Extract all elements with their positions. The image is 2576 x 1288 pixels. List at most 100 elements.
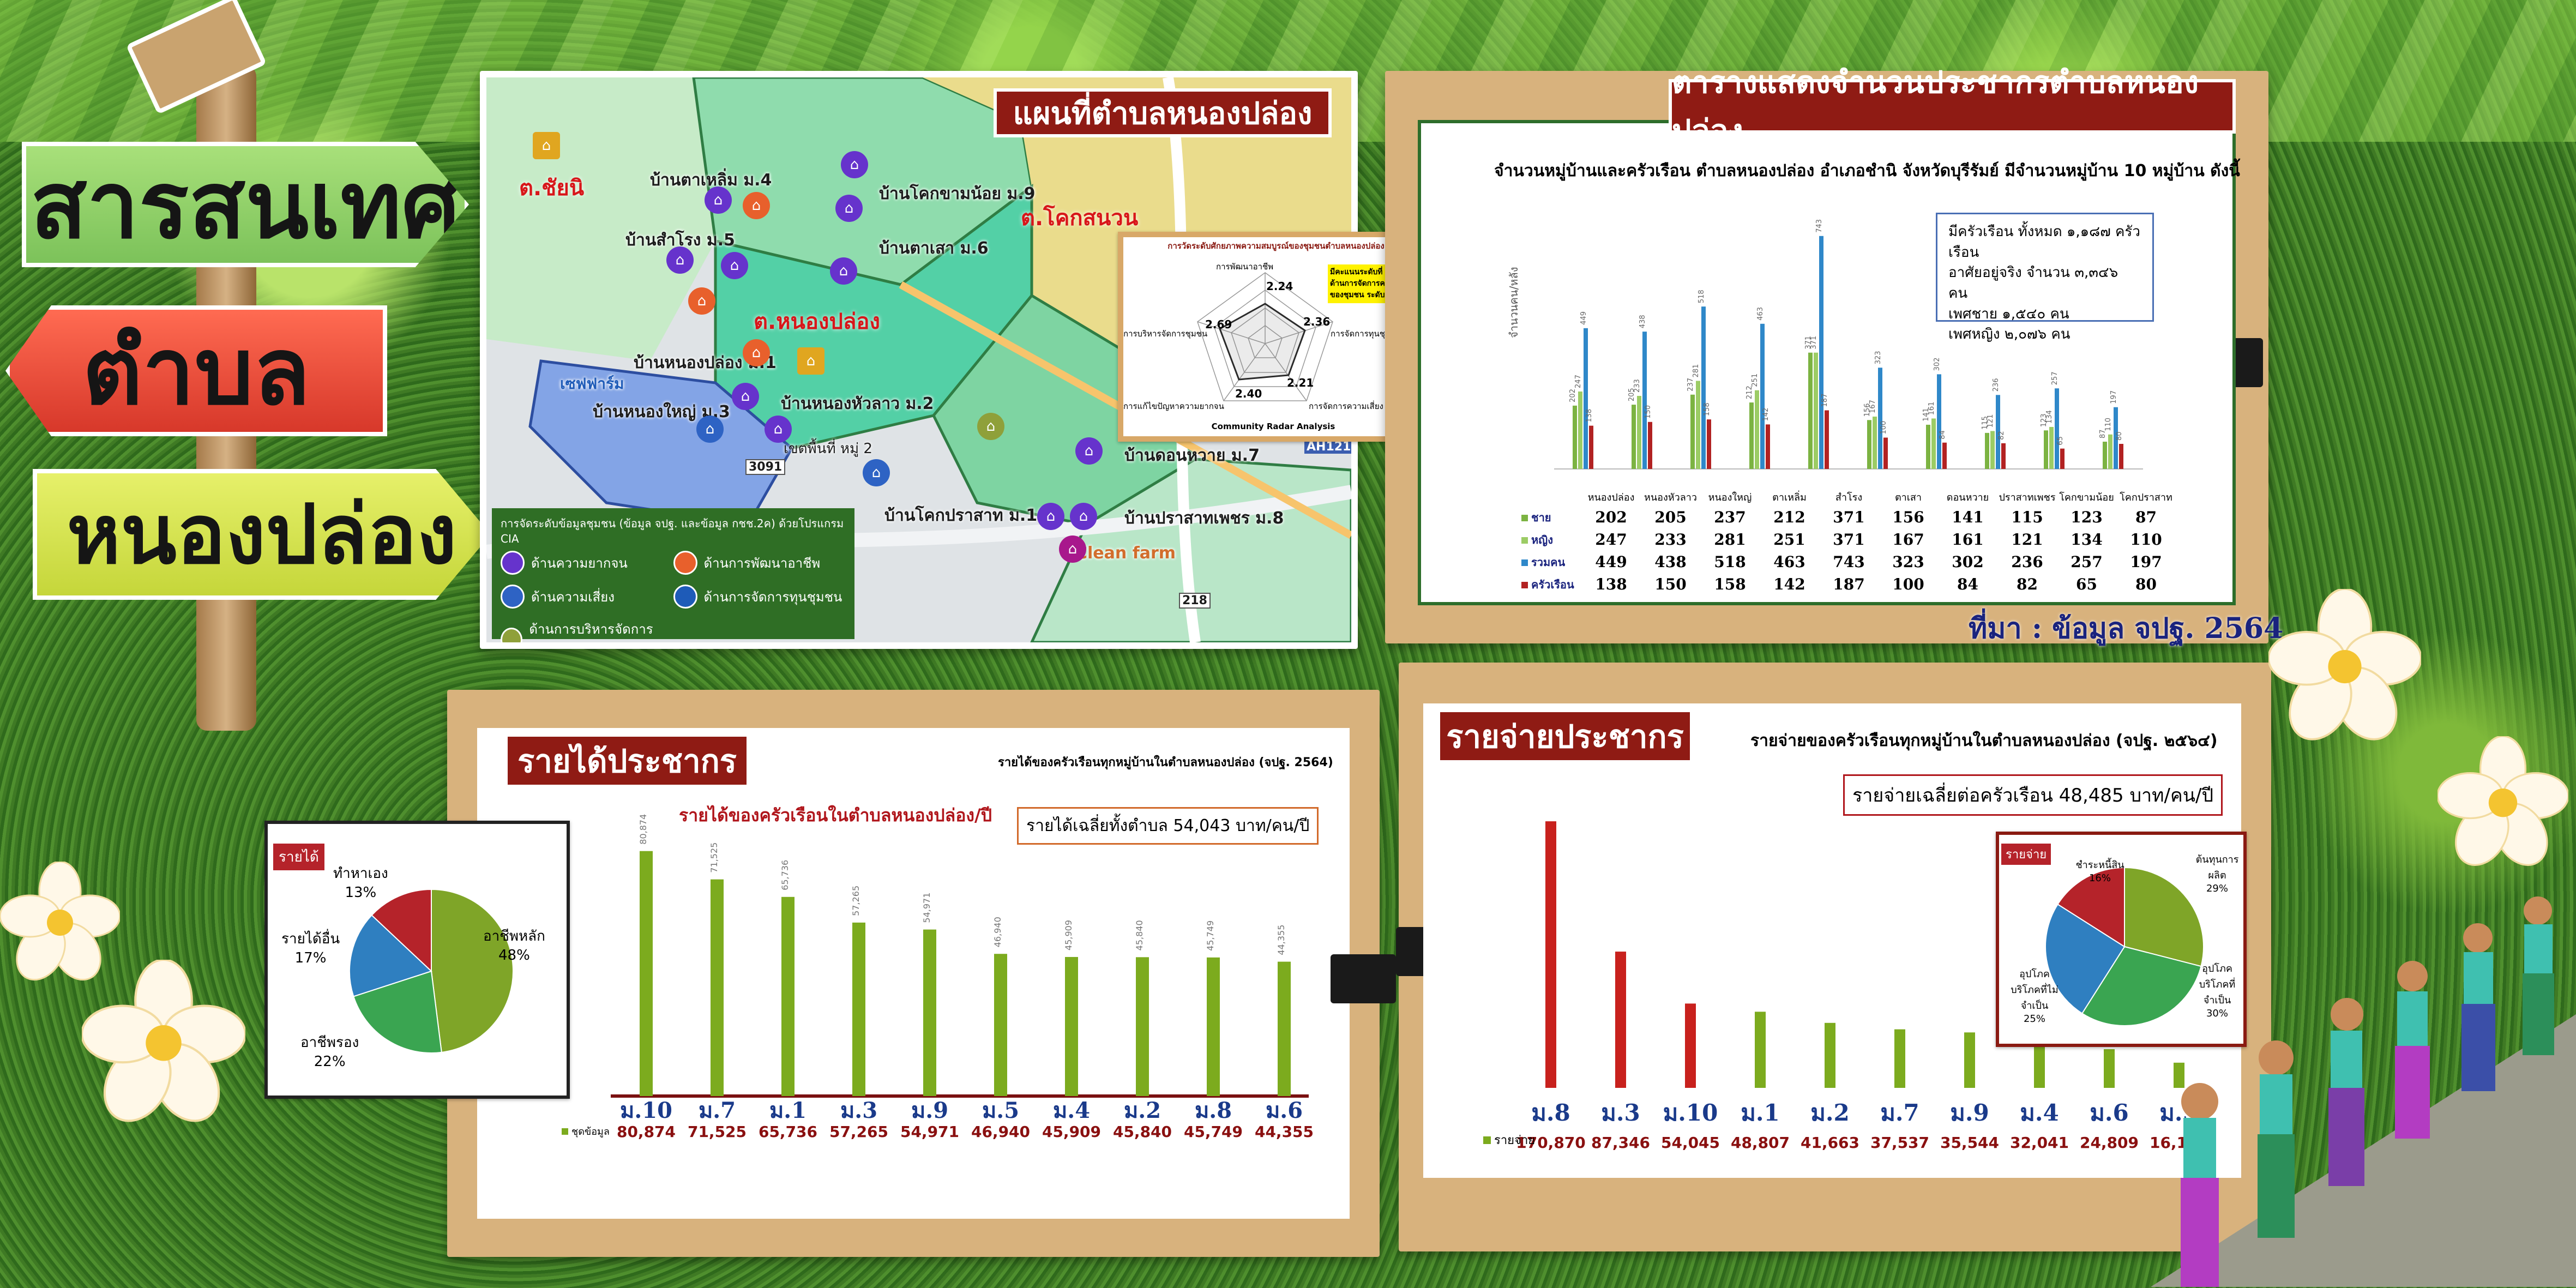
income-bar <box>994 954 1007 1096</box>
population-bar-label: 141 <box>1922 408 1930 422</box>
village-pin[interactable]: ⌂ <box>765 416 792 443</box>
village-pin[interactable]: ⌂ <box>666 246 694 274</box>
pie-slice <box>2045 903 2126 1014</box>
village-pin[interactable]: ⌂ <box>835 195 863 222</box>
expense-bar <box>1615 952 1626 1088</box>
table-cell: 87 <box>2135 508 2157 526</box>
table-cell: 236 <box>2011 553 2043 571</box>
expense-bar <box>1685 1003 1696 1088</box>
table-cell: 65 <box>2076 575 2097 593</box>
income-legend: ชุดข้อมูล <box>562 1123 610 1139</box>
district-label-chainee: ต.ชัยนิ <box>519 176 585 201</box>
map-canvas[interactable]: แผนที่ตำบลหนองปล่อง ต.ชัยนิ ต.โคกสนวน ต.… <box>486 77 1351 642</box>
population-bar <box>2103 441 2107 469</box>
district-office-icon[interactable]: ⌂ <box>797 347 824 375</box>
village-pin[interactable]: ⌂ <box>830 257 857 285</box>
income-value-label: 45,840 <box>1113 1123 1172 1140</box>
population-bar-label: 438 <box>1639 315 1647 328</box>
table-cell: 84 <box>1957 575 1978 593</box>
population-bar-label: 205 <box>1628 388 1636 401</box>
income-category-label: ม.2 <box>1124 1098 1161 1123</box>
village-pin[interactable]: ⌂ <box>841 151 868 178</box>
village-pin[interactable]: ⌂ <box>863 459 890 486</box>
village-pin[interactable]: ⌂ <box>743 339 770 366</box>
population-bar <box>1578 391 1582 469</box>
pie-slice <box>371 888 432 973</box>
income-bar <box>1136 957 1149 1096</box>
village-pin[interactable]: ⌂ <box>743 192 770 219</box>
population-bar-label: 80 <box>2115 431 2123 441</box>
income-bar-label: 65,736 <box>780 860 790 890</box>
population-bar-label: 138 <box>1585 409 1593 423</box>
village-pin[interactable]: ⌂ <box>1059 535 1086 563</box>
table-row: ครัวเรือน 138 150 158 142 187 100 84 82 65 80 <box>1521 573 2176 595</box>
population-source: ที่มา : ข้อมูล จปฐ. 2564 <box>1969 612 2284 645</box>
village-label-4: บ้านตาเหลิ่ม ม.4 <box>650 171 772 190</box>
income-category-label: ม.10 <box>620 1098 672 1123</box>
income-chart: 80,874ม.1080,87471,525ม.771,52565,736ม.1… <box>611 814 1314 1140</box>
district-office-icon[interactable]: ⌂ <box>533 132 560 159</box>
population-bar-label: 251 <box>1751 374 1759 387</box>
village-pin[interactable]: ⌂ <box>1075 437 1103 465</box>
village-pin[interactable]: ⌂ <box>721 252 748 279</box>
expense-value-label: 170,870 <box>1516 1134 1586 1151</box>
population-bar <box>1996 395 2000 469</box>
place-label-safefarm: เซฟฟาร์ม <box>560 375 624 393</box>
income-value-label: 65,736 <box>759 1123 817 1140</box>
population-table: หนองปล่อง หนองหัวลาว หนองใหญ่ ตาเหลิ่ม สำโรง… <box>1521 488 2176 595</box>
population-bar-label: 161 <box>1928 402 1936 416</box>
table-cell: 187 <box>1833 575 1865 593</box>
income-bar <box>781 896 795 1096</box>
village-label-8: บ้านปราสาทเพชร ม.8 <box>1124 509 1284 528</box>
sign-board-2: ตำบล <box>5 305 387 436</box>
village-pin[interactable]: ⌂ <box>696 416 724 443</box>
pie-label: อาชีพรอง 22% <box>300 1034 359 1070</box>
legend-item-capital: ด้านการจัดการทุนชุมชน <box>673 585 846 609</box>
table-cell: 518 <box>1714 553 1746 571</box>
population-bar <box>1637 396 1641 469</box>
road-label-218: 218 <box>1179 593 1211 609</box>
population-bar <box>1690 394 1695 469</box>
population-bar-label: 371 <box>1804 336 1813 350</box>
table-cell: 371 <box>1833 508 1865 526</box>
population-bar <box>1707 419 1711 469</box>
income-category-label: ม.1 <box>769 1098 806 1123</box>
population-bar <box>1632 405 1636 469</box>
income-chart-title: รายได้ของครัวเรือนในตำบลหนองปล่อง/ปี <box>679 805 992 826</box>
radar-svg <box>1197 272 1333 401</box>
population-bar <box>2044 430 2048 469</box>
population-title: ตารางแสดงจำนวนประชากรตำบลหนองปล่องตารางแ… <box>1669 64 2236 149</box>
population-bar-label: 236 <box>1992 378 2000 392</box>
table-cell: 463 <box>1773 553 1805 571</box>
village-pin[interactable]: ⌂ <box>688 287 715 315</box>
expense-category-label: ม.3 <box>1601 1099 1640 1126</box>
village-pin[interactable]: ⌂ <box>705 186 732 214</box>
income-bar-label: 46,940 <box>992 917 1003 947</box>
income-pie <box>349 888 514 1054</box>
table-cell: 233 <box>1654 531 1687 549</box>
population-bar <box>1701 306 1706 469</box>
expense-pie-card: รายจ่าย ชำระหนี้สิน 16% ต้นทุนการผลิต 29% … <box>1996 832 2247 1047</box>
village-pin[interactable]: ⌂ <box>1037 503 1064 530</box>
village-pin[interactable]: ⌂ <box>732 383 759 410</box>
pie-slice <box>349 914 432 997</box>
table-header-cell: หนองใหญ่ <box>1708 492 1752 503</box>
flower-decoration <box>2437 736 2568 866</box>
income-title: รายได้ประชากร <box>504 733 750 788</box>
income-category-label: ม.7 <box>699 1098 736 1123</box>
pie-label: รายได้อื่น 17% <box>281 931 340 966</box>
population-bar-label: 463 <box>1756 307 1765 321</box>
table-cell: 110 <box>2130 531 2162 549</box>
village-pin[interactable]: ⌂ <box>977 413 1004 440</box>
table-cell: 82 <box>2017 575 2038 593</box>
population-bar <box>2114 407 2118 469</box>
table-header-cell: ตาเหลิ่ม <box>1772 492 1807 503</box>
population-bar <box>1931 418 1936 469</box>
radar-axis-label: การจัดการทุนชุมชน <box>1331 329 1402 339</box>
village-pin[interactable]: ⌂ <box>1070 503 1097 530</box>
place-label-cleanfarm: Clean farm <box>1075 544 1176 563</box>
population-bar <box>1873 416 1877 469</box>
expense-pie-title: รายจ่าย <box>2001 844 2051 865</box>
table-cell: 156 <box>1892 508 1924 526</box>
population-bar-label: 134 <box>2045 410 2054 424</box>
